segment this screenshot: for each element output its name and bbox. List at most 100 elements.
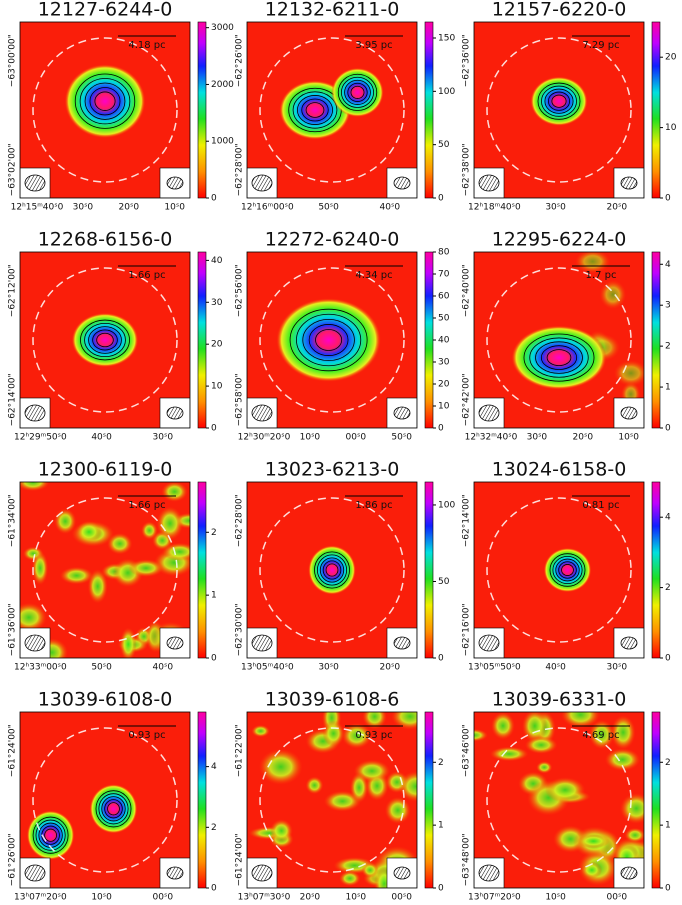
scale-label: 4.69 pc	[582, 730, 619, 741]
colorbar	[424, 251, 434, 429]
y-tick-label: −62°14'00"	[462, 494, 472, 547]
emission-patch	[59, 566, 94, 585]
colorbar-tick-label: 2	[211, 823, 217, 833]
emission-core	[308, 545, 356, 595]
colorbar-tick-label: 0	[438, 194, 444, 204]
emission-patch	[161, 542, 190, 561]
colorbar-tick-label: 10	[211, 382, 223, 392]
aperture-circle	[486, 37, 632, 183]
panel: 12157-6220-0 7.29 pc −62°36'00" −62°38'00" 1…	[462, 0, 677, 213]
colorbar-tick-label: 4	[665, 260, 671, 270]
contour	[555, 558, 580, 582]
map	[474, 22, 644, 198]
x-tick-label: 12ʰ32ᵐ40ˢ0	[465, 433, 518, 443]
colorbar	[424, 711, 434, 889]
panel: 13023-6213-0 1.86 pc −62°28'00" −62°30'00" 1…	[235, 459, 456, 673]
panel: 13039-6331-0 4.69 pc −63°46'00" −63°48'00" 1…	[462, 689, 672, 903]
contour	[301, 98, 329, 122]
x-tick-label: 00ˢ0	[346, 433, 367, 443]
x-tick-label: 20ˢ0	[119, 203, 140, 213]
y-tick-label: −63°46'00"	[462, 724, 472, 777]
colorbar-tick-label: 2	[665, 583, 671, 593]
emission-patch	[119, 627, 137, 658]
colorbar-tick-label: 1	[665, 821, 671, 831]
panel-title: 12132-6211-0	[265, 0, 400, 21]
emission-patch	[624, 827, 644, 843]
map-frame	[473, 481, 645, 659]
beam	[24, 174, 46, 192]
colorbar	[197, 711, 207, 889]
contour	[94, 91, 116, 111]
panel-title: 12127-6244-0	[38, 0, 173, 21]
emission-patch	[251, 724, 270, 738]
aperture-circle	[486, 267, 632, 413]
colorbar-tick-label: 4	[665, 513, 671, 523]
panel: 13039-6108-6 0.93 pc −61°22'00" −61°24'00" 1…	[235, 689, 445, 903]
panel-title: 13039-6108-6	[265, 689, 400, 711]
x-tick-label: 40ˢ0	[153, 663, 174, 673]
x-tick-label: 10ˢ0	[346, 893, 367, 903]
x-tick-label: 20ˢ0	[300, 893, 321, 903]
beam	[251, 174, 273, 192]
aperture-circle	[486, 497, 632, 643]
x-tick-label: 12ʰ30ᵐ20ˢ0	[238, 433, 291, 443]
colorbar	[197, 21, 207, 199]
contour	[322, 560, 342, 580]
x-tick-label: 30ˢ0	[607, 663, 628, 673]
y-tick-label: −62°12'00"	[8, 264, 18, 317]
colorbar-tick-label: 50	[438, 577, 450, 587]
colorbar-tick-label: 10	[665, 123, 677, 133]
map-frame	[246, 711, 418, 889]
y-tick-label: −62°56'00"	[235, 264, 245, 317]
y-tick-label: −62°42'00"	[462, 373, 472, 426]
emission-patch	[156, 506, 184, 541]
contour	[314, 551, 350, 589]
x-tick-label: 10ˢ0	[618, 433, 639, 443]
colorbar-tick-label: 0	[211, 194, 217, 204]
beam	[478, 634, 500, 652]
y-tick-label: −62°28'00"	[235, 494, 245, 547]
panel-title: 13023-6213-0	[265, 459, 400, 481]
colorbar-tick-label: 2000	[211, 80, 234, 90]
colorbar-tick-label: 0	[665, 654, 671, 664]
contour	[35, 819, 66, 851]
y-tick-label: −63°02'00"	[8, 143, 18, 196]
aperture-circle	[32, 497, 178, 643]
scale-label: 1.86 pc	[355, 500, 392, 511]
x-tick-label: 13ʰ07ᵐ20ˢ0	[468, 893, 521, 903]
contour	[315, 329, 343, 351]
colorbar-tick-label: 0	[665, 194, 671, 204]
x-tick-label: 30ˢ0	[318, 663, 339, 673]
emission-patch	[87, 569, 108, 604]
colorbar-tick-label: 20	[211, 340, 223, 350]
x-tick-label: 30ˢ0	[153, 433, 174, 443]
emission-patch	[75, 520, 103, 543]
emission-patch	[141, 521, 158, 540]
colorbar	[651, 481, 661, 659]
contour	[546, 349, 572, 367]
colorbar-tick-label: 40	[438, 336, 450, 346]
x-tick-label: 13ʰ07ᵐ20ˢ0	[14, 893, 67, 903]
colorbar	[651, 251, 661, 429]
map	[247, 252, 417, 428]
contour	[561, 564, 574, 576]
map	[20, 252, 190, 428]
emission-core	[276, 298, 381, 382]
contour	[523, 333, 595, 382]
panel-title: 12295-6224-0	[492, 229, 627, 251]
emission-patch	[620, 793, 644, 824]
y-tick-label: −61°22'00"	[235, 724, 245, 777]
scale-label: 0.81 pc	[582, 500, 619, 511]
map	[20, 22, 190, 198]
beam	[478, 864, 500, 882]
emission-core	[543, 547, 592, 593]
colorbar-tick-label: 0	[211, 884, 217, 894]
map	[474, 252, 644, 428]
contour	[552, 555, 583, 585]
colorbar-tick-label: 20	[438, 380, 450, 390]
panel-title: 12300-6119-0	[38, 459, 173, 481]
emission-patch	[575, 252, 611, 274]
x-tick-label: 10ˢ0	[164, 203, 185, 213]
map	[20, 482, 190, 658]
x-tick-label: 30ˢ0	[527, 433, 548, 443]
